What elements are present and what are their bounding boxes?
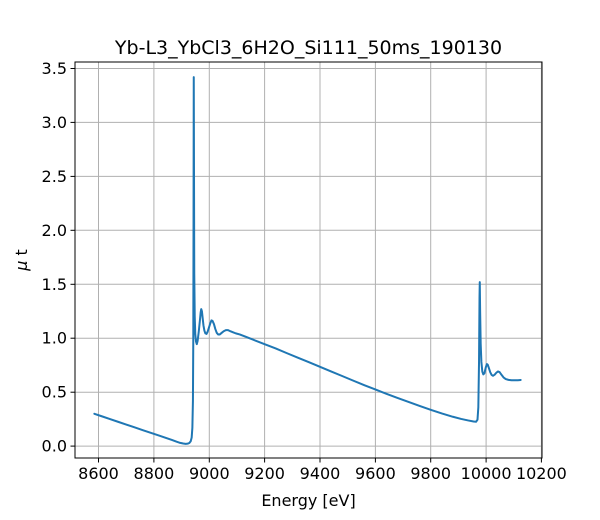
y-axis-label-mu: μ: [12, 261, 31, 272]
y-tick-label: 3.0: [42, 113, 67, 132]
x-tick-label: 8800: [134, 464, 175, 483]
y-tick-label: 1.0: [42, 329, 67, 348]
y-tick-label: 2.5: [42, 167, 67, 186]
y-axis-label: μt: [12, 249, 31, 271]
x-tick-label: 9600: [355, 464, 396, 483]
chart-title: Yb-L3_YbCl3_6H2O_Si111_50ms_190130: [114, 37, 502, 59]
x-tick-label: 9800: [410, 464, 451, 483]
y-tick-label: 3.5: [42, 59, 67, 78]
x-tick-label: 9000: [189, 464, 230, 483]
spectrum-line: [93, 76, 522, 445]
x-tick-label: 9200: [244, 464, 285, 483]
axis-layer: [70, 61, 543, 463]
y-tick-label: 2.0: [42, 221, 67, 240]
x-axis-label: Energy [eV]: [261, 491, 355, 510]
y-axis-label-t: t: [12, 249, 31, 255]
tick-label-layer: 8600 8800 9000 9200 9400 9600 9800 10000 10200 0.…: [42, 59, 567, 483]
x-tick-label: 8600: [78, 464, 119, 483]
plot-border: [74, 61, 543, 459]
data-layer: [93, 76, 522, 445]
y-tick-label: 0.0: [42, 437, 67, 456]
y-tick-label: 0.5: [42, 383, 67, 402]
x-tick-label: 9400: [300, 464, 341, 483]
grid-layer: [75, 62, 542, 458]
x-tick-label: 10200: [516, 464, 567, 483]
x-tick-label: 10000: [461, 464, 512, 483]
y-tick-label: 1.5: [42, 275, 67, 294]
